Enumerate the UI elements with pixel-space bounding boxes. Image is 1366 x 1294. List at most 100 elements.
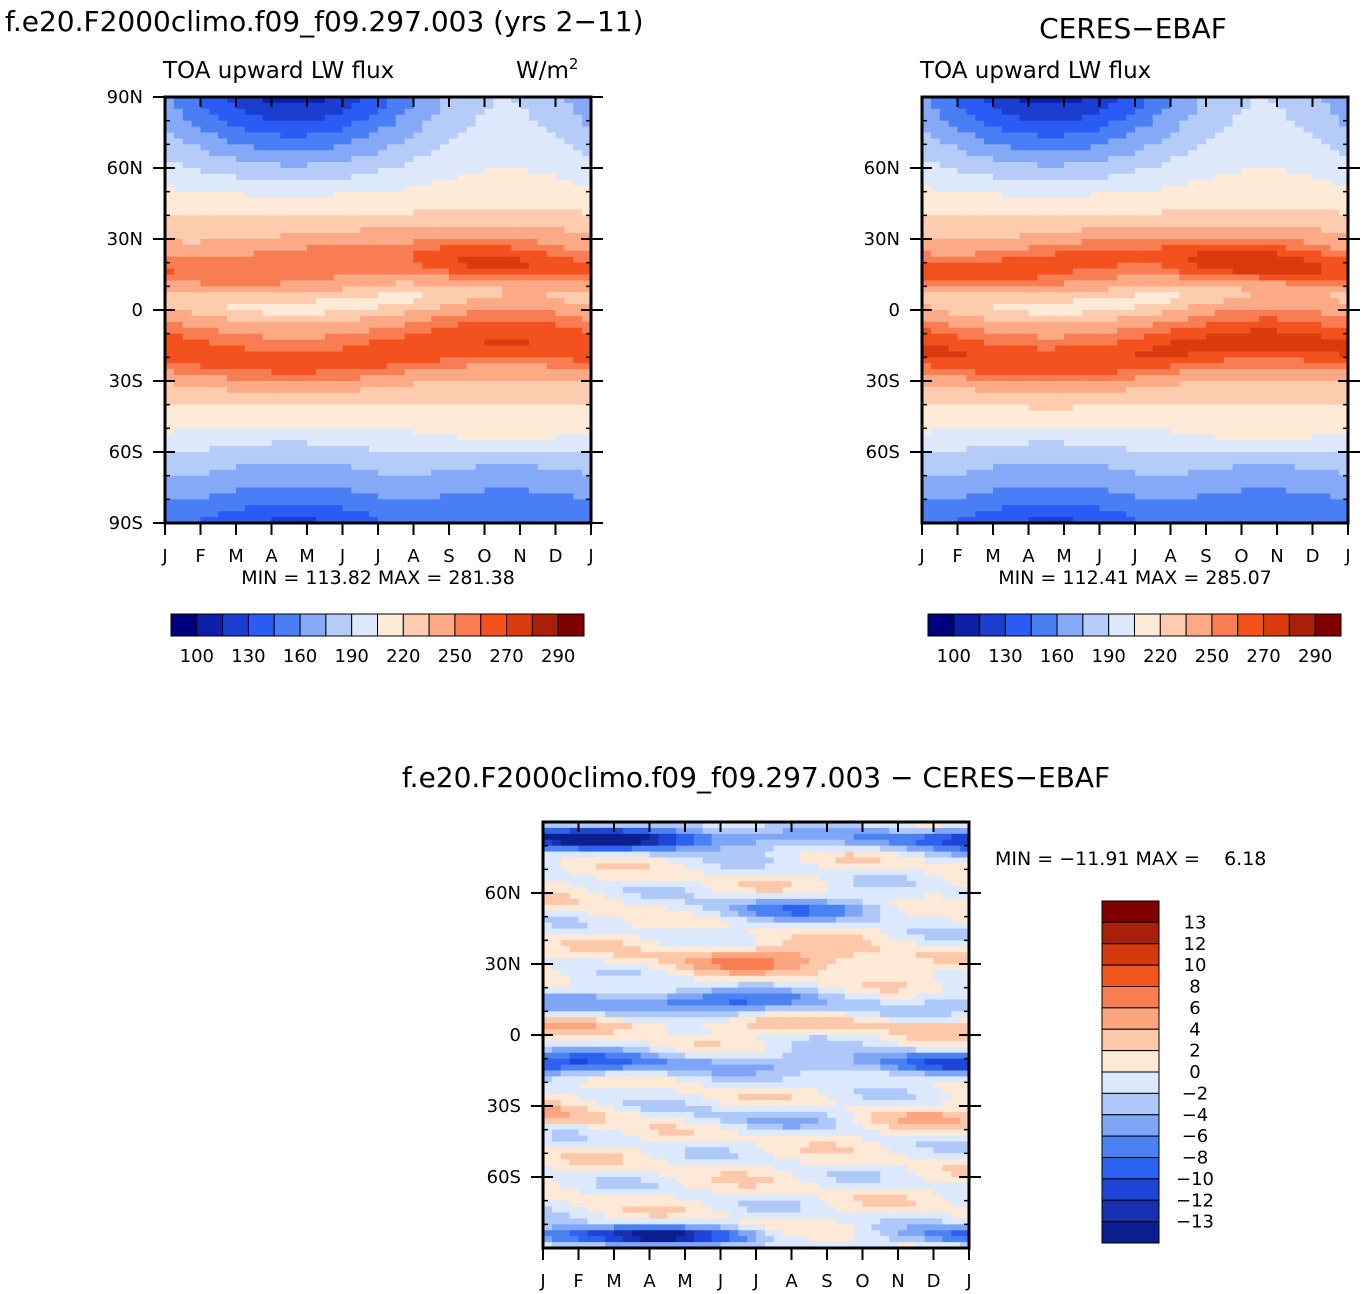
field-cell <box>457 286 468 293</box>
field-cell <box>939 138 950 145</box>
field-cell <box>957 227 967 234</box>
field-cell <box>1135 179 1145 187</box>
field-cell <box>511 416 521 424</box>
field-cell <box>440 339 450 347</box>
field-cell <box>271 144 281 151</box>
field-cell <box>957 108 967 116</box>
field-cell <box>1001 114 1012 122</box>
field-cell <box>369 168 379 175</box>
field-cell <box>1117 233 1127 240</box>
field-cell <box>520 315 530 323</box>
field-cell <box>333 168 344 175</box>
field-cell <box>244 440 255 447</box>
field-cell <box>984 138 994 145</box>
field-cell <box>537 227 548 234</box>
field-cell <box>1179 244 1189 252</box>
field-cell <box>262 505 273 512</box>
field-cell <box>1268 274 1278 282</box>
field-cell <box>1108 191 1118 199</box>
field-cell <box>1321 168 1331 175</box>
field-cell <box>1099 102 1109 110</box>
field-cell <box>1188 114 1198 122</box>
field-cell <box>227 339 237 347</box>
field-cell <box>244 363 255 370</box>
field-cell <box>244 274 255 282</box>
field-cell <box>546 511 557 518</box>
field-cell <box>395 102 406 110</box>
field-cell <box>1010 250 1021 258</box>
field-cell <box>1117 114 1127 122</box>
field-cell <box>422 144 432 151</box>
field-cell <box>378 144 388 151</box>
field-cell <box>1090 108 1101 116</box>
field-cell <box>546 120 557 128</box>
field-cell <box>1028 244 1038 252</box>
field-cell <box>1232 274 1243 282</box>
field-cell <box>173 286 184 293</box>
field-cell <box>209 233 219 240</box>
field-cell <box>975 114 985 122</box>
field-cell <box>449 144 459 151</box>
field-cell <box>369 463 379 471</box>
field-cell <box>173 168 184 175</box>
field-cell <box>1214 150 1225 157</box>
field-cell <box>993 215 1003 222</box>
field-cell <box>493 191 503 199</box>
field-cell <box>939 126 950 134</box>
field-cell <box>1277 239 1287 246</box>
field-cell <box>236 233 246 240</box>
field-cell <box>1223 144 1234 151</box>
field-cell <box>209 386 219 394</box>
field-cell <box>431 268 441 276</box>
field-cell <box>939 144 950 151</box>
field-cell <box>440 315 450 323</box>
field-cell <box>244 321 255 329</box>
field-cell <box>1108 209 1118 216</box>
field-cell <box>1241 233 1251 240</box>
field-cell <box>1303 138 1314 145</box>
field-cell <box>511 132 521 140</box>
field-cell <box>922 244 932 252</box>
field-cell <box>378 108 388 116</box>
field-cell <box>271 434 281 441</box>
field-cell <box>449 138 459 145</box>
field-cell <box>244 191 255 199</box>
field-cell <box>324 132 335 140</box>
field-cell <box>253 227 264 234</box>
field-cell <box>342 221 352 228</box>
field-cell <box>1312 132 1322 140</box>
field-cell <box>395 221 406 228</box>
field-cell <box>573 179 583 187</box>
field-cell <box>342 404 352 412</box>
field-cell <box>1312 250 1322 258</box>
field-cell <box>1321 150 1331 157</box>
field-cell <box>333 292 344 299</box>
field-cell <box>1303 256 1314 264</box>
field-cell <box>1294 215 1305 222</box>
field-cell <box>484 416 494 424</box>
field-cell <box>573 298 583 305</box>
field-cell <box>165 446 175 453</box>
field-cell <box>227 416 237 424</box>
field-cell <box>342 114 352 122</box>
field-cell <box>957 173 967 181</box>
field-cell <box>1135 203 1145 211</box>
field-cell <box>484 469 494 477</box>
field-cell <box>1206 102 1216 110</box>
field-cell <box>1214 215 1225 222</box>
field-cell <box>404 363 415 370</box>
field-cell <box>244 227 255 234</box>
field-cell <box>502 416 512 424</box>
field-cell <box>546 274 557 282</box>
field-cell <box>422 215 432 222</box>
field-cell <box>493 108 503 116</box>
field-cell <box>1090 274 1101 282</box>
field-cell <box>1214 168 1225 175</box>
field-cell <box>1019 227 1030 234</box>
field-cell <box>227 268 237 276</box>
field-cell <box>930 185 941 193</box>
field-cell <box>966 97 976 104</box>
field-cell <box>1250 120 1260 128</box>
field-cell <box>200 446 210 453</box>
field-cell <box>369 227 379 234</box>
